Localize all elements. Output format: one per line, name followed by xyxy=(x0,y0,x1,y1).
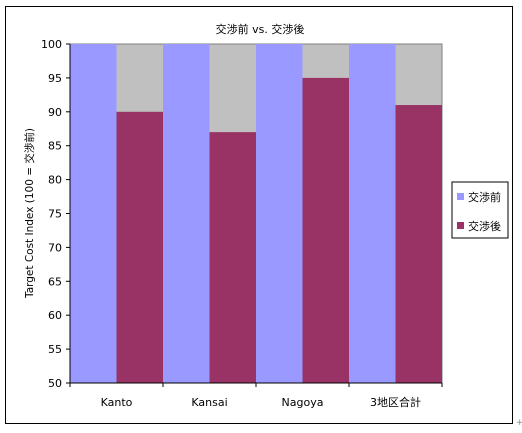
x-tick-label: Kansai xyxy=(191,396,227,409)
y-tick-label: 50 xyxy=(48,377,62,390)
bar-after-2 xyxy=(302,77,349,384)
x-tick-label: Nagoya xyxy=(282,396,324,409)
bars-layer xyxy=(70,44,442,384)
bar-after-0 xyxy=(116,111,163,384)
y-tick-label: 100 xyxy=(41,38,62,51)
y-axis-title: Target Cost Index (100 = 交渉前) xyxy=(23,128,36,299)
y-axis: 50 55 60 65 70 75 80 85 90 95 100 xyxy=(41,38,71,390)
bar-before-1 xyxy=(163,44,210,383)
bar-after-3 xyxy=(395,105,442,384)
legend-label-after: 交渉後 xyxy=(468,219,501,233)
bar-before-0 xyxy=(70,44,117,383)
y-tick-label: 95 xyxy=(48,72,62,85)
bar-before-2 xyxy=(256,44,303,383)
y-tick-label: 65 xyxy=(48,275,62,288)
bar-before-3 xyxy=(349,44,396,383)
corner-mark: + xyxy=(516,418,522,428)
y-tick-label: 90 xyxy=(48,106,62,119)
y-tick-label: 85 xyxy=(48,140,62,153)
y-tick-label: 80 xyxy=(48,174,62,187)
x-tick-label: Kanto xyxy=(101,396,133,409)
legend: 交渉前 交渉後 xyxy=(451,181,509,239)
y-tick-label: 55 xyxy=(48,343,62,356)
legend-label-before: 交渉前 xyxy=(468,190,501,204)
legend-swatch-before xyxy=(457,193,464,200)
y-tick-label: 70 xyxy=(48,241,62,254)
y-tick-label: 75 xyxy=(48,208,62,221)
y-tick-label: 60 xyxy=(48,309,62,322)
chart-title: 交渉前 vs. 交渉後 xyxy=(216,22,305,36)
legend-swatch-after xyxy=(457,222,464,229)
x-tick-label: 3地区合計 xyxy=(370,395,421,409)
bar-after-1 xyxy=(209,132,256,383)
x-axis: Kanto Kansai Nagoya 3地区合計 xyxy=(69,382,443,409)
